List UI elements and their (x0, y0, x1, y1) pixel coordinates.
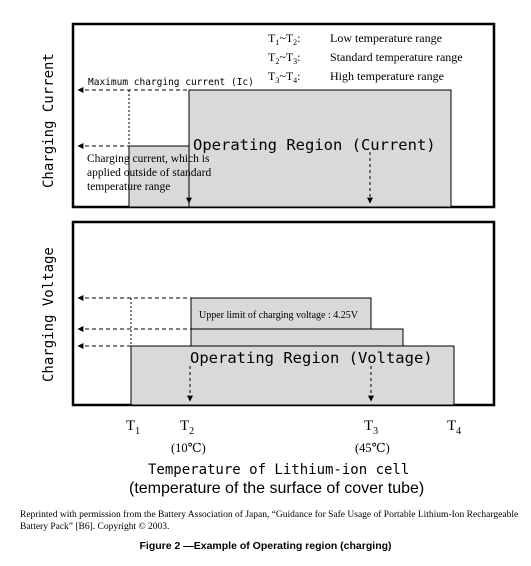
tick-t4: T4 (447, 418, 461, 437)
legend-range-1: T1~T2: (268, 31, 301, 47)
legend-label-3: High temperature range (330, 69, 444, 83)
tick-t2: T2 (180, 418, 194, 437)
current-operating-region (188, 89, 452, 208)
current-low-temp-region (128, 145, 190, 208)
max-current-label: Maximum charging current (Ic) (88, 77, 254, 88)
temperature-ticks: T1 T2 (10℃) T3 (45℃) T4 (126, 418, 461, 455)
figure-caption: Figure 2 —Example of Operating region (c… (139, 540, 392, 552)
current-note-line-3: temperature range (87, 181, 170, 193)
legend-label-1: Low temperature range (330, 31, 442, 45)
current-note-line-1: Charging current, which is (87, 153, 210, 165)
x-axis-label: Temperature of Lithium-ion cell (148, 462, 409, 478)
legend-range-2: T2~T3: (268, 50, 301, 66)
voltage-region-label: Operating Region (Voltage) (190, 349, 433, 367)
voltage-axis-label: Charging Voltage (41, 247, 57, 382)
voltage-panel: Upper limit of charging voltage : 4.25V … (41, 220, 496, 407)
tick-t1: T1 (126, 418, 140, 437)
current-panel: T1~T2: Low temperature range T2~T3: Stan… (41, 22, 496, 209)
current-axis-label: Charging Current (41, 53, 57, 188)
current-note-line-2: applied outside of standard (87, 167, 211, 179)
temperature-range-legend: T1~T2: Low temperature range T2~T3: Stan… (268, 31, 463, 85)
upper-voltage-label: Upper limit of charging voltage : 4.25V (199, 310, 359, 321)
legend-range-3: T3~T4: (268, 69, 301, 85)
voltage-base-step (130, 345, 455, 406)
tick-t3: T3 (364, 418, 378, 437)
tick-t2-temp: (10℃) (171, 441, 206, 455)
current-region-label: Operating Region (Current) (193, 136, 436, 154)
tick-t3-temp: (45℃) (355, 441, 390, 455)
credit-text: Reprinted with permission from the Batte… (20, 510, 519, 532)
x-axis-sublabel: (temperature of the surface of cover tub… (129, 480, 424, 497)
legend-label-2: Standard temperature range (330, 50, 463, 64)
